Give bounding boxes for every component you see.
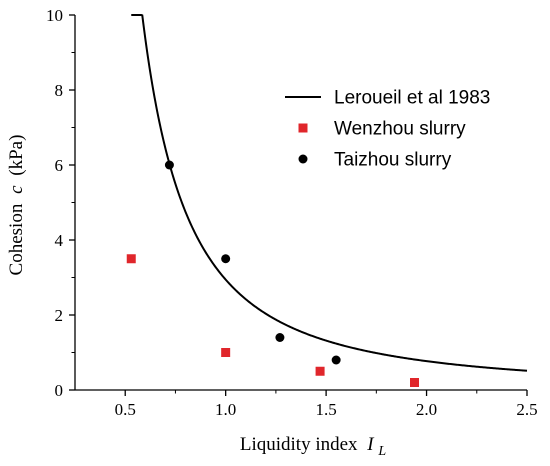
taizhou-point (164, 160, 174, 170)
legend-label: Leroueil et al 1983 (334, 88, 490, 109)
legend-square-marker (298, 123, 308, 133)
y-tick-label: 0 (55, 381, 64, 400)
taizhou-point (275, 333, 285, 342)
y-tick-label: 4 (55, 231, 64, 250)
x-axis: 0.5 1.0 1.5 2.0 2.5 (115, 390, 538, 419)
y-tick-label: 8 (55, 81, 64, 100)
y-axis-title-text: Cohesion (6, 203, 27, 275)
legend-label: Wenzhou slurry (334, 119, 466, 140)
legend: Leroueil et al 1983 Wenzhou slurry Taizhou… (285, 88, 490, 171)
x-axis-title-symbol: I (366, 434, 375, 455)
wenzhou-point (315, 366, 325, 376)
y-axis-title-unit: (kPa) (6, 135, 27, 176)
y-axis-title: Cohesion c (kPa) (6, 135, 27, 276)
x-axis-title-subscript: L (377, 444, 386, 459)
y-axis-title-symbol: c (6, 185, 27, 194)
plot-frame (74, 15, 527, 391)
wenzhou-point (126, 254, 136, 264)
y-tick-label: 2 (55, 306, 64, 325)
wenzhou-point (221, 348, 231, 357)
leroueil-curve (131, 14, 528, 372)
x-tick-label: 1.5 (315, 400, 336, 419)
x-tick-label: 0.5 (115, 400, 136, 419)
x-axis-title: Liquidity index I L (240, 434, 387, 459)
series-layer (126, 14, 528, 387)
legend-label: Taizhou slurry (334, 150, 452, 171)
x-tick-label: 1.0 (215, 400, 236, 419)
y-tick-label: 10 (46, 6, 63, 25)
y-axis: 0 2 4 6 8 10 (46, 6, 75, 400)
taizhou-point (331, 355, 341, 365)
taizhou-point (221, 254, 231, 264)
x-tick-label: 2.5 (516, 400, 537, 419)
y-tick-label: 6 (55, 156, 64, 175)
wenzhou-point (410, 378, 420, 387)
x-tick-label: 2.0 (416, 400, 437, 419)
legend-circle-marker (298, 154, 308, 164)
x-axis-title-text: Liquidity index (240, 434, 358, 455)
